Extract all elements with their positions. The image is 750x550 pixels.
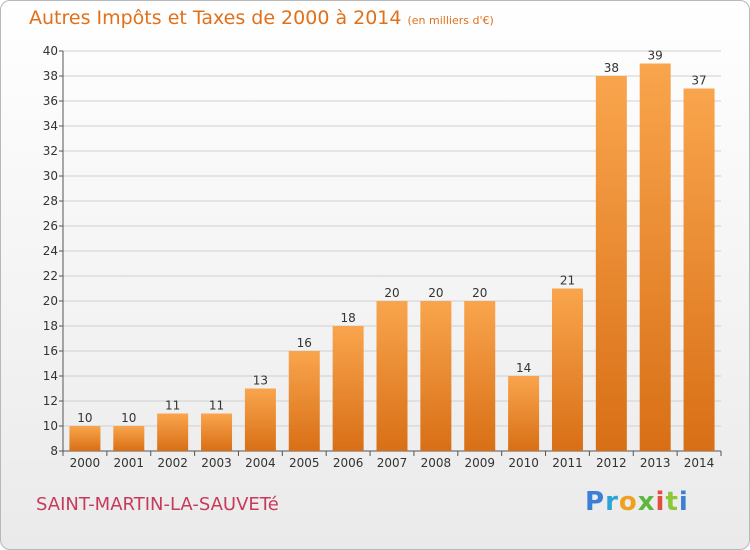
y-tick-label: 10 xyxy=(43,419,58,433)
chart-unit: (en milliers d'€) xyxy=(407,14,494,27)
logo-letter: r xyxy=(605,487,619,517)
bar-value-label: 18 xyxy=(340,311,355,325)
x-tick-label: 2002 xyxy=(157,456,188,470)
bar-value-label: 20 xyxy=(384,286,399,300)
bars: 10 10 11 11 13 16 18 20 20 20 14 21 38 39 37 xyxy=(69,49,715,451)
bar xyxy=(244,388,276,451)
bar-value-label: 10 xyxy=(121,411,136,425)
bar xyxy=(420,301,452,451)
y-tick-label: 12 xyxy=(43,394,58,408)
x-tick-label: 2009 xyxy=(464,456,495,470)
y-tick-label: 20 xyxy=(43,294,58,308)
bar xyxy=(332,326,364,451)
x-tick-labels: 2000 2001 2002 2003 2004 2005 2006 2007 2008 2009… xyxy=(62,451,722,470)
bar-value-label: 20 xyxy=(472,286,487,300)
x-tick-label: 2007 xyxy=(377,456,408,470)
y-tick-label: 30 xyxy=(43,169,58,183)
bar-value-label: 11 xyxy=(165,399,180,413)
commune-name: SAINT-MARTIN-LA-SAUVETé xyxy=(36,494,279,515)
bar-value-label: 13 xyxy=(253,374,268,388)
y-tick-label: 16 xyxy=(43,344,58,358)
x-tick-label: 2005 xyxy=(289,456,320,470)
bar-value-label: 39 xyxy=(648,49,663,63)
bar xyxy=(464,301,496,451)
bar xyxy=(683,88,715,451)
y-tick-label: 22 xyxy=(43,269,58,283)
x-tick-label: 2014 xyxy=(684,456,715,470)
bar-value-label: 37 xyxy=(691,74,706,88)
y-tick-label: 40 xyxy=(43,44,58,58)
chart-title-text: Autres Impôts et Taxes de 2000 à 2014 xyxy=(29,7,402,29)
logo-letter: P xyxy=(585,487,606,517)
y-tick-label: 34 xyxy=(43,119,58,133)
bar-value-label: 11 xyxy=(209,399,224,413)
x-tick-label: 2006 xyxy=(333,456,364,470)
x-tick-label: 2001 xyxy=(114,456,145,470)
bar xyxy=(288,351,320,451)
x-tick-label: 2008 xyxy=(421,456,452,470)
x-tick-label: 2004 xyxy=(245,456,276,470)
logo-letter: i xyxy=(678,487,689,517)
logo-letter: i xyxy=(655,487,666,517)
bar xyxy=(551,288,583,451)
x-tick-label: 2013 xyxy=(640,456,671,470)
y-tick-label: 24 xyxy=(43,244,58,258)
bar xyxy=(157,413,189,451)
y-tick-label: 14 xyxy=(43,369,58,383)
chart-title: Autres Impôts et Taxes de 2000 à 2014 (en… xyxy=(29,7,494,29)
bar-value-label: 38 xyxy=(604,61,619,75)
y-tick-label: 18 xyxy=(43,319,58,333)
proxiti-logo[interactable]: Proxiti xyxy=(585,487,689,517)
y-tick-label: 26 xyxy=(43,219,58,233)
y-tick-label: 32 xyxy=(43,144,58,158)
bar xyxy=(639,63,671,451)
bar-value-label: 21 xyxy=(560,274,575,288)
x-tick-label: 2011 xyxy=(552,456,583,470)
bar xyxy=(113,426,145,451)
logo-letter: x xyxy=(637,487,656,517)
bar-value-label: 14 xyxy=(516,361,531,375)
bar xyxy=(508,376,540,451)
bar xyxy=(201,413,233,451)
bar xyxy=(376,301,408,451)
y-tick-label: 28 xyxy=(43,194,58,208)
bar-value-label: 20 xyxy=(428,286,443,300)
bar-value-label: 10 xyxy=(77,411,92,425)
x-tick-label: 2000 xyxy=(70,456,101,470)
bar-value-label: 16 xyxy=(297,336,312,350)
x-tick-label: 2010 xyxy=(508,456,539,470)
y-tick-labels: 8 10 12 14 16 18 20 22 24 26 28 30 32 34 36 38 40 xyxy=(43,44,58,458)
y-tick-label: 36 xyxy=(43,94,58,108)
x-tick-label: 2003 xyxy=(201,456,232,470)
logo-letter: t xyxy=(665,487,679,517)
y-tick-label: 8 xyxy=(50,444,58,458)
y-tick-label: 38 xyxy=(43,69,58,83)
bar xyxy=(69,426,101,451)
x-tick-label: 2012 xyxy=(596,456,627,470)
bar xyxy=(595,76,627,451)
logo-letter: o xyxy=(618,487,638,517)
